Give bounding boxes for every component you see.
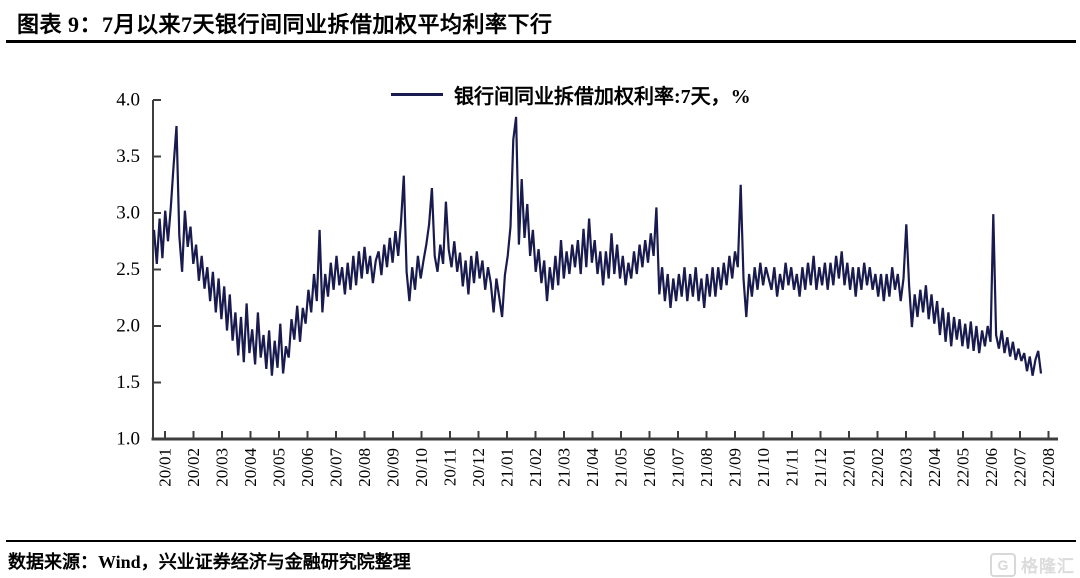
x-axis-tick-label: 21/05: [612, 448, 631, 487]
x-axis-tick-label: 21/09: [726, 448, 745, 487]
x-axis-tick-label: 20/07: [327, 448, 346, 487]
x-axis-tick-label: 21/07: [669, 448, 688, 487]
x-axis-tick-label: 21/03: [555, 448, 574, 487]
x-axis-tick-label: 20/05: [270, 448, 289, 487]
x-axis-tick-label: 20/04: [241, 448, 260, 487]
x-axis-tick-label: 21/12: [811, 448, 830, 487]
x-axis-tick-label: 21/01: [498, 448, 517, 487]
x-axis-tick-label: 20/02: [184, 448, 203, 487]
x-axis-tick-label: 20/08: [355, 448, 374, 487]
x-axis-tick-label: 21/06: [640, 448, 659, 487]
x-axis-tick-label: 20/11: [441, 448, 460, 486]
y-axis-label: 2.5: [116, 259, 140, 280]
x-axis-tick-label: 22/05: [954, 448, 973, 487]
x-axis-tick-label: 20/06: [298, 448, 317, 487]
x-axis-tick-label: 21/10: [754, 448, 773, 487]
x-axis-tick-label: 21/11: [783, 448, 802, 486]
x-axis-tick-label: 22/06: [982, 448, 1001, 487]
title-underline: [6, 40, 1076, 43]
rate-line: [152, 116, 1043, 376]
x-axis-tick-label: 22/03: [897, 448, 916, 487]
y-axis-label: 4.0: [116, 90, 140, 111]
x-axis-tick-label: 22/07: [1011, 448, 1030, 487]
x-axis-tick-label: 21/04: [583, 448, 602, 487]
source-divider: [6, 540, 1076, 542]
x-axis-tick-label: 20/03: [213, 448, 232, 487]
chart-legend: 银行间同业拆借加权利率:7天，%: [391, 80, 751, 109]
y-axis-label: 3.0: [116, 203, 140, 224]
x-axis-tick-label: 20/12: [469, 448, 488, 487]
x-axis-tick-label: 22/01: [840, 448, 859, 487]
watermark-logo-icon: G: [990, 552, 1016, 577]
x-axis-tick-label: 22/08: [1039, 448, 1058, 487]
source-note: 数据来源：Wind，兴业证券经济与金融研究院整理: [8, 552, 411, 572]
gelonghui-watermark: G 格隆汇: [990, 552, 1075, 577]
y-axis-label: 1.0: [116, 429, 140, 450]
page-title: 图表 9：7月以来7天银行间同业拆借加权平均利率下行: [17, 12, 553, 37]
y-axis-label: 1.5: [116, 372, 140, 393]
x-axis-tick-label: 21/02: [526, 448, 545, 487]
x-axis-tick-label: 20/09: [384, 448, 403, 487]
x-axis-tick-label: 21/08: [697, 448, 716, 487]
legend-label: 银行间同业拆借加权利率:7天，%: [454, 86, 751, 108]
x-axis-tick-label: 22/04: [925, 448, 944, 487]
x-axis-tick-label: 20/01: [156, 448, 175, 487]
legend-line-swatch: [391, 93, 443, 96]
y-axis-label: 2.0: [116, 316, 140, 337]
x-axis-tick-label: 20/10: [412, 448, 431, 487]
y-axis-label: 3.5: [116, 146, 140, 167]
x-axis-tick-label: 22/02: [868, 448, 887, 487]
watermark-logo-text: 格隆汇: [1021, 557, 1075, 576]
